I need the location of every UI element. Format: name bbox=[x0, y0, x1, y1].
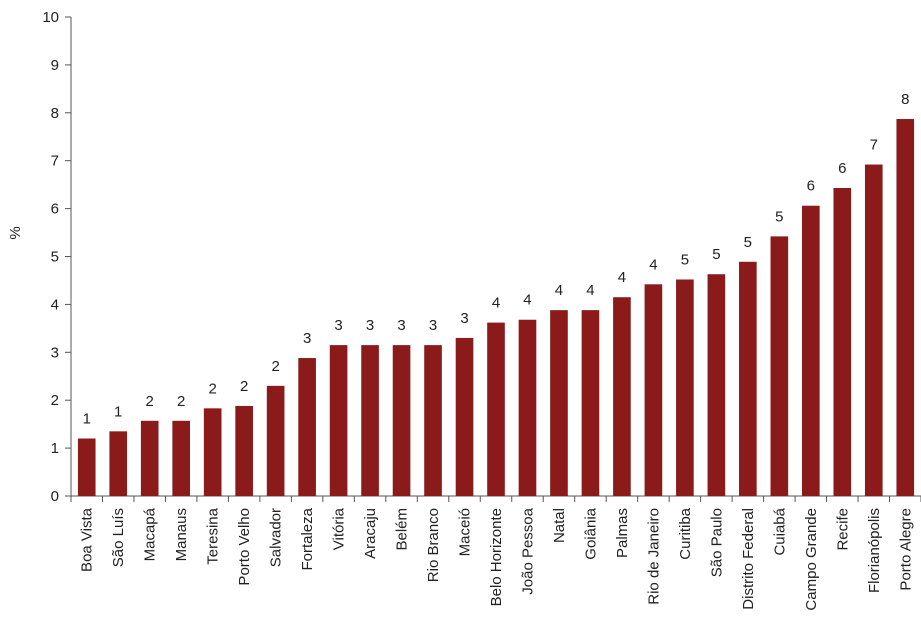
x-tick-label: Recife bbox=[834, 508, 851, 551]
bar bbox=[298, 358, 316, 496]
data-label: 1 bbox=[114, 403, 122, 420]
x-tick-label: Belém bbox=[394, 508, 411, 551]
data-label: 5 bbox=[681, 251, 689, 268]
bar bbox=[172, 420, 190, 496]
data-label: 3 bbox=[366, 317, 374, 334]
data-label: 4 bbox=[618, 269, 626, 286]
data-label: 5 bbox=[775, 208, 783, 225]
x-tick-label: Aracaju bbox=[362, 508, 379, 559]
data-label: 4 bbox=[555, 282, 563, 299]
x-tick-label: Goiânia bbox=[582, 507, 599, 559]
bar bbox=[676, 279, 694, 496]
data-labels: 1 1 2 2 2 2 2 3 3 3 3 3 3 4 4 4 4 4 4 5 5 5 5 6 6 7 8 bbox=[83, 91, 910, 427]
data-label: 3 bbox=[429, 317, 437, 334]
y-tick-label: 9 bbox=[51, 57, 59, 74]
data-label: 4 bbox=[523, 292, 531, 309]
data-label: 6 bbox=[838, 160, 846, 177]
y-tick-label: 7 bbox=[51, 153, 59, 170]
data-label: 2 bbox=[177, 393, 185, 410]
y-tick-label: 5 bbox=[51, 249, 59, 266]
data-label: 4 bbox=[649, 256, 657, 273]
data-label: 3 bbox=[334, 317, 342, 334]
data-label: 2 bbox=[208, 380, 216, 397]
bar bbox=[864, 164, 883, 497]
x-tick-label: João Pessoa bbox=[519, 507, 536, 594]
y-tick-label: 8 bbox=[51, 105, 59, 122]
bar bbox=[77, 438, 96, 496]
bar bbox=[550, 310, 568, 496]
bar bbox=[896, 119, 915, 496]
x-axis bbox=[70, 495, 921, 502]
x-tick-label: Porto Alegre bbox=[897, 508, 914, 591]
x-tick-label: Campo Grande bbox=[803, 508, 820, 611]
data-label: 5 bbox=[744, 234, 752, 251]
bar bbox=[833, 188, 852, 497]
data-label: 3 bbox=[397, 317, 405, 334]
data-label: 7 bbox=[870, 137, 878, 154]
y-tick-label: 1 bbox=[51, 440, 59, 457]
x-tick-label: Florianópolis bbox=[866, 508, 883, 593]
bar bbox=[802, 205, 820, 496]
data-label: 4 bbox=[586, 282, 594, 299]
bar bbox=[392, 345, 411, 496]
bar bbox=[581, 310, 600, 496]
y-tick-label: 3 bbox=[51, 344, 59, 361]
bar bbox=[455, 337, 474, 496]
data-label: 1 bbox=[83, 411, 91, 428]
y-axis-title: % bbox=[7, 226, 24, 239]
data-label: 6 bbox=[807, 178, 815, 195]
x-tick-label: Macapá bbox=[142, 507, 159, 561]
data-label: 3 bbox=[460, 310, 468, 327]
x-tick-labels: Boa Vista São Luís Macapá Manaus Teresina Por… bbox=[79, 507, 915, 610]
bar bbox=[109, 431, 128, 496]
y-tick-label: 10 bbox=[42, 9, 59, 26]
bar bbox=[613, 297, 631, 496]
x-tick-label: Boa Vista bbox=[79, 507, 96, 572]
bar bbox=[329, 345, 348, 496]
data-label: 5 bbox=[712, 246, 720, 263]
y-axis: 0 1 2 3 4 5 6 7 8 9 10 bbox=[42, 9, 72, 505]
x-tick-label: Manaus bbox=[173, 508, 190, 561]
bar bbox=[203, 408, 222, 496]
x-tick-label: São Luís bbox=[110, 508, 127, 567]
x-tick-label: Maceió bbox=[457, 508, 474, 556]
x-tick-label: Fortaleza bbox=[299, 507, 316, 570]
bar bbox=[140, 420, 159, 496]
bar bbox=[424, 345, 442, 496]
x-tick-label: Belo Horizonte bbox=[488, 508, 505, 606]
data-label: 4 bbox=[492, 295, 500, 312]
x-tick-label: Natal bbox=[551, 508, 568, 543]
bar bbox=[487, 322, 505, 496]
bar bbox=[739, 261, 757, 496]
x-tick-label: Distrito Federal bbox=[740, 508, 757, 610]
y-tick-label: 0 bbox=[51, 488, 59, 505]
x-tick-label: São Paulo bbox=[708, 508, 725, 577]
x-tick-label: Cuiabá bbox=[771, 507, 788, 555]
x-tick-label: Teresina bbox=[205, 507, 222, 564]
data-label: 2 bbox=[271, 358, 279, 375]
data-label: 3 bbox=[303, 330, 311, 347]
data-label: 2 bbox=[240, 378, 248, 395]
y-tick-label: 6 bbox=[51, 201, 59, 218]
bar bbox=[361, 345, 379, 496]
data-label: 8 bbox=[901, 91, 909, 108]
x-tick-label: Rio Branco bbox=[425, 508, 442, 582]
x-tick-label: Rio de Janeiro bbox=[645, 508, 662, 605]
bar bbox=[266, 385, 285, 496]
bar bbox=[707, 274, 726, 496]
x-tick-label: Curitiba bbox=[677, 507, 694, 559]
x-tick-label: Porto Velho bbox=[236, 508, 253, 586]
bar bbox=[518, 319, 537, 496]
bar bbox=[770, 236, 789, 496]
bar bbox=[644, 284, 663, 496]
x-tick-label: Palmas bbox=[614, 508, 631, 558]
y-tick-label: 4 bbox=[51, 296, 59, 313]
x-tick-label: Salvador bbox=[268, 508, 285, 567]
bar bbox=[235, 405, 253, 496]
data-label: 2 bbox=[146, 393, 154, 410]
x-tick-label: Vitória bbox=[331, 507, 348, 550]
y-tick-label: 2 bbox=[51, 392, 59, 409]
bars bbox=[77, 119, 915, 497]
